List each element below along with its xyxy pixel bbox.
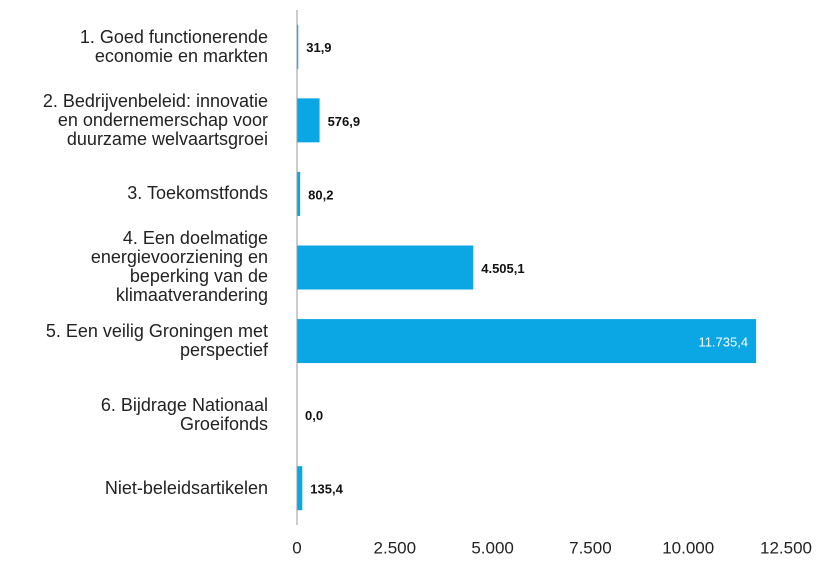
value-label: 11.735,4 — [698, 335, 748, 350]
category-label: 4. Een doelmatige energievoorziening en … — [0, 228, 268, 306]
value-label: 0,0 — [305, 408, 323, 423]
category-label: 3. Toekomstfonds — [0, 157, 268, 231]
category-label: 6. Bijdrage Nationaal Groeifonds — [0, 378, 268, 452]
bar — [297, 245, 474, 290]
bar — [297, 466, 303, 511]
category-text: 2. Bedrijvenbeleid: innovatie en onderne… — [42, 90, 268, 149]
category-text: 1. Goed functionerende economie en markt… — [79, 26, 268, 66]
x-tick-label: 10.000 — [662, 538, 714, 557]
bar — [297, 98, 320, 143]
bar — [297, 171, 301, 216]
category-label: 2. Bedrijvenbeleid: innovatie en onderne… — [0, 84, 268, 158]
x-tick-label: 7.500 — [569, 538, 612, 557]
category-text: 4. Een doelmatige energievoorziening en … — [90, 228, 268, 306]
bar — [297, 319, 757, 364]
value-label: 31,9 — [306, 40, 331, 55]
category-label: 5. Een veilig Groningen met perspectief — [0, 304, 268, 378]
category-label: Niet-beleidsartikelen — [0, 451, 268, 525]
category-text: 6. Bijdrage Nationaal Groeifonds — [100, 394, 268, 434]
value-label: 4.505,1 — [481, 261, 524, 276]
category-text: 5. Een veilig Groningen met perspectief — [45, 321, 268, 361]
x-tick-label: 5.000 — [471, 538, 514, 557]
category-text: Niet-beleidsartikelen — [104, 477, 268, 498]
category-label: 1. Goed functionerende economie en markt… — [0, 10, 268, 84]
value-label: 135,4 — [310, 482, 343, 497]
category-text: 3. Toekomstfonds — [127, 183, 268, 204]
x-tick-label: 12.500 — [760, 538, 812, 557]
value-label: 576,9 — [328, 114, 361, 129]
x-tick-label: 2.500 — [374, 538, 417, 557]
x-tick-label: 0 — [292, 538, 301, 557]
bar — [297, 24, 299, 69]
value-label: 80,2 — [308, 187, 333, 202]
